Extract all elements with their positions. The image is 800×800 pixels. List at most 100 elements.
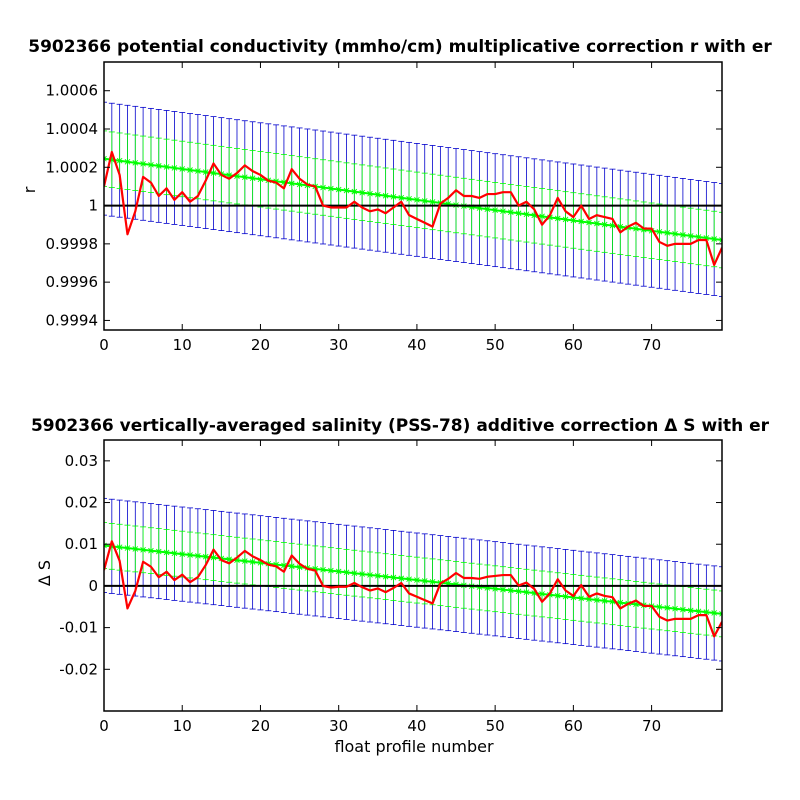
fit-marker bbox=[680, 232, 686, 238]
fit-marker bbox=[664, 604, 671, 611]
series-line bbox=[104, 540, 722, 638]
fit-marker bbox=[296, 564, 303, 570]
fit-marker bbox=[703, 235, 710, 241]
y-tick-label: 0 bbox=[88, 577, 98, 595]
fit-marker bbox=[672, 231, 678, 237]
fit-marker bbox=[554, 592, 561, 599]
fit-marker bbox=[124, 158, 131, 165]
fit-marker bbox=[367, 190, 373, 197]
fit-marker bbox=[179, 166, 186, 172]
x-tick-label: 60 bbox=[564, 336, 583, 354]
fit-marker bbox=[633, 601, 639, 608]
fit-marker bbox=[539, 591, 545, 597]
fit-marker bbox=[351, 570, 358, 576]
fit-marker bbox=[328, 567, 334, 574]
fit-marker bbox=[241, 558, 248, 564]
series-line bbox=[104, 150, 722, 267]
fit-marker bbox=[531, 590, 538, 596]
axes-box bbox=[103, 439, 723, 712]
fit-marker bbox=[202, 553, 209, 560]
fit-marker bbox=[257, 559, 264, 566]
fit-marker bbox=[594, 220, 600, 227]
x-tick-label: 0 bbox=[99, 336, 109, 354]
y-tick-label: 1.0002 bbox=[46, 158, 99, 176]
x-tick-label: 10 bbox=[173, 717, 192, 735]
x-tick-label: 10 bbox=[173, 336, 192, 354]
fit-marker bbox=[116, 157, 123, 164]
fit-marker bbox=[492, 207, 498, 213]
fit-marker bbox=[680, 606, 686, 613]
fit-marker bbox=[695, 608, 702, 615]
fit-marker bbox=[109, 543, 115, 550]
fit-marker bbox=[382, 192, 389, 199]
fit-marker bbox=[617, 223, 624, 230]
fit-marker bbox=[484, 206, 491, 212]
chart-2-xlabel: float profile number bbox=[334, 737, 494, 756]
fit-marker bbox=[328, 185, 334, 192]
fit-marker bbox=[554, 215, 561, 222]
fit-marker bbox=[414, 577, 420, 583]
fit-marker bbox=[656, 604, 663, 610]
fit-marker bbox=[202, 169, 209, 175]
fit-marker bbox=[234, 173, 240, 179]
x-tick-label: 50 bbox=[486, 336, 505, 354]
fit-marker bbox=[288, 563, 295, 570]
fit-marker bbox=[515, 588, 522, 595]
fit-marker bbox=[429, 579, 436, 585]
x-tick-label: 0 bbox=[99, 717, 109, 735]
fit-marker bbox=[711, 610, 717, 616]
chart-2-title: 5902366 vertically-averaged salinity (PS… bbox=[31, 416, 770, 436]
x-tick-label: 20 bbox=[251, 336, 270, 354]
fit-marker bbox=[687, 607, 694, 614]
fit-marker bbox=[531, 212, 538, 219]
fit-marker bbox=[703, 609, 710, 615]
fit-marker bbox=[148, 162, 154, 168]
fit-marker bbox=[367, 572, 373, 578]
fit-marker bbox=[484, 585, 491, 591]
fit-marker bbox=[656, 228, 663, 235]
fit-marker bbox=[226, 556, 232, 563]
fit-marker bbox=[609, 598, 616, 605]
fit-marker bbox=[523, 589, 530, 596]
fit-marker bbox=[570, 217, 577, 224]
fit-marker bbox=[163, 164, 170, 170]
fit-marker bbox=[695, 234, 702, 240]
fit-marker bbox=[155, 163, 162, 169]
fit-marker bbox=[390, 574, 397, 581]
fit-marker bbox=[711, 236, 717, 242]
y-tick-label: -0.01 bbox=[59, 619, 98, 637]
x-tick-label: 60 bbox=[564, 717, 583, 735]
x-tick-label: 40 bbox=[407, 717, 426, 735]
fit-marker bbox=[155, 548, 162, 555]
fit-marker bbox=[398, 194, 405, 201]
fit-marker bbox=[601, 221, 608, 228]
fit-marker bbox=[539, 213, 545, 220]
fit-marker bbox=[140, 546, 146, 553]
chart-1-ylabel: r bbox=[20, 186, 39, 193]
y-tick-label: 1.0004 bbox=[46, 120, 99, 138]
fit-marker bbox=[633, 225, 639, 232]
fit-marker bbox=[195, 168, 201, 174]
fit-marker bbox=[273, 561, 279, 568]
fit-marker bbox=[492, 585, 498, 592]
fit-marker bbox=[390, 193, 397, 200]
fit-marker bbox=[359, 189, 365, 196]
fit-marker bbox=[562, 593, 569, 600]
y-tick-label: 0.01 bbox=[65, 535, 98, 553]
x-tick-label: 50 bbox=[486, 717, 505, 735]
fit-marker bbox=[586, 219, 592, 226]
fit-marker bbox=[421, 578, 428, 584]
fit-marker bbox=[179, 551, 186, 557]
fit-marker bbox=[406, 196, 412, 202]
fit-marker bbox=[132, 159, 139, 166]
fit-marker bbox=[453, 581, 459, 588]
x-tick-label: 20 bbox=[251, 717, 270, 735]
fit-marker bbox=[109, 156, 115, 163]
chart-2-ylabel: Δ S bbox=[35, 560, 54, 586]
fit-marker bbox=[116, 544, 123, 551]
fit-marker bbox=[672, 605, 678, 612]
y-tick-label: 1.0006 bbox=[46, 82, 99, 100]
fit-marker bbox=[359, 571, 365, 577]
y-tick-label: 0.9994 bbox=[46, 311, 99, 329]
y-tick-label: 1 bbox=[88, 197, 98, 215]
